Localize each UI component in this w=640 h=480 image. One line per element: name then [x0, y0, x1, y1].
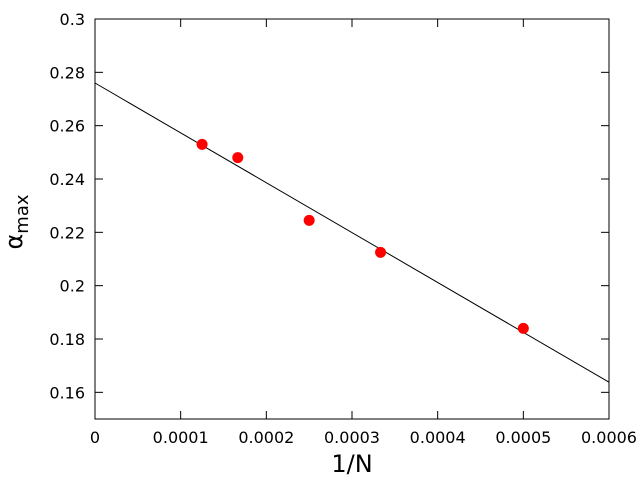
y-tick-label: 0.2: [60, 277, 85, 296]
x-tick-label: 0.0005: [495, 428, 551, 447]
data-point: [196, 138, 208, 150]
y-axis-label: αmax: [0, 194, 33, 249]
x-tick-label: 0.0002: [238, 428, 294, 447]
x-tick-label: 0.0004: [410, 428, 466, 447]
y-axis-symbol: α: [0, 234, 28, 250]
y-tick-label: 0.26: [49, 117, 85, 136]
y-axis-subscript: max: [12, 194, 33, 234]
x-tick-label: 0.0006: [581, 428, 637, 447]
x-tick-label: 0.0003: [324, 428, 380, 447]
y-tick-label: 0.28: [49, 63, 85, 82]
y-tick-label: 0.16: [49, 383, 85, 402]
y-tick-label: 0.22: [49, 223, 85, 242]
fit-line: [94, 82, 610, 383]
data-point: [375, 246, 387, 258]
x-tick-label: 0: [90, 428, 100, 447]
x-tick-label: 0.0001: [153, 428, 209, 447]
plot-frame: [94, 18, 610, 420]
data-point: [303, 214, 315, 226]
y-tick-label: 0.3: [60, 10, 85, 29]
x-axis-label: 1/N: [331, 450, 372, 478]
data-point: [232, 152, 244, 164]
y-tick-label: 0.24: [49, 170, 85, 189]
data-point: [517, 322, 529, 334]
y-tick-label: 0.18: [49, 330, 85, 349]
